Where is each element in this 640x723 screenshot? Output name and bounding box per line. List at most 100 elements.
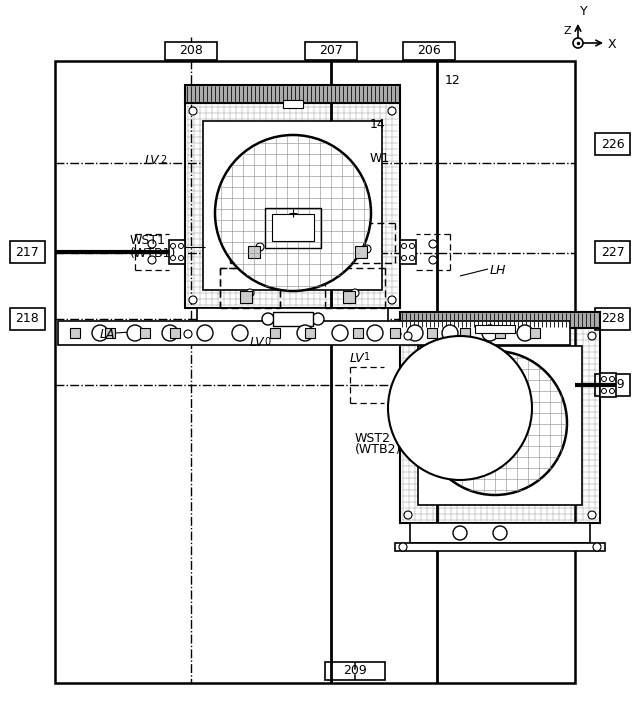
Text: LV: LV	[250, 336, 264, 349]
Circle shape	[363, 245, 371, 253]
Bar	[265, 208, 321, 248]
Circle shape	[215, 135, 371, 291]
Bar	[530, 328, 540, 338]
Circle shape	[170, 255, 175, 260]
Bar	[169, 240, 185, 264]
Text: 12: 12	[445, 74, 461, 87]
Circle shape	[189, 107, 197, 115]
Bar	[180, 330, 405, 338]
Bar	[305, 42, 357, 60]
Bar	[165, 42, 217, 60]
Text: WST2: WST2	[355, 432, 391, 445]
Circle shape	[410, 244, 415, 249]
Circle shape	[393, 330, 401, 338]
Bar	[475, 325, 515, 333]
Circle shape	[407, 325, 423, 341]
Text: 227: 227	[600, 246, 625, 259]
Bar	[185, 85, 400, 103]
Circle shape	[92, 325, 108, 341]
Bar	[272, 214, 314, 241]
Bar	[185, 103, 400, 308]
Bar	[353, 328, 363, 338]
Bar	[495, 328, 505, 338]
Circle shape	[410, 255, 415, 260]
Text: 206: 206	[417, 45, 441, 58]
Bar	[600, 373, 616, 397]
Text: LH: LH	[490, 265, 506, 278]
Bar	[283, 100, 303, 108]
Bar	[427, 328, 437, 338]
Circle shape	[609, 377, 614, 382]
Circle shape	[404, 332, 412, 340]
Circle shape	[388, 107, 396, 115]
Bar	[10, 308, 45, 330]
Circle shape	[388, 296, 396, 304]
Text: Z: Z	[563, 26, 571, 36]
Text: 2: 2	[160, 155, 166, 165]
Bar	[418, 346, 582, 505]
Bar	[325, 662, 385, 680]
Circle shape	[517, 325, 533, 341]
Bar	[395, 543, 605, 551]
Bar	[140, 328, 150, 338]
Circle shape	[399, 543, 407, 551]
Bar	[240, 291, 252, 303]
Circle shape	[482, 325, 498, 341]
Bar	[273, 312, 313, 326]
Bar	[58, 321, 570, 345]
Circle shape	[401, 255, 406, 260]
Circle shape	[184, 330, 192, 338]
Circle shape	[609, 388, 614, 393]
Circle shape	[246, 289, 254, 297]
Bar	[203, 121, 382, 290]
Text: (WTB1): (WTB1)	[130, 247, 177, 260]
Circle shape	[312, 313, 324, 325]
Bar	[70, 328, 80, 338]
Circle shape	[602, 377, 607, 382]
Text: 218: 218	[15, 312, 40, 325]
Circle shape	[232, 325, 248, 341]
Text: 14: 14	[370, 119, 386, 132]
Circle shape	[256, 243, 264, 251]
Circle shape	[197, 325, 213, 341]
Text: (WTB2): (WTB2)	[355, 443, 401, 456]
Text: 228: 228	[600, 312, 625, 325]
Circle shape	[573, 38, 583, 48]
Circle shape	[401, 244, 406, 249]
Bar	[197, 308, 388, 330]
Bar	[305, 328, 315, 338]
Bar	[55, 61, 575, 683]
Text: WST1: WST1	[130, 234, 166, 247]
Circle shape	[404, 511, 412, 519]
Bar	[400, 328, 600, 523]
Circle shape	[367, 325, 383, 341]
Text: 226: 226	[601, 137, 624, 150]
Circle shape	[351, 289, 359, 297]
Text: 208: 208	[179, 45, 203, 58]
Text: Y: Y	[580, 5, 588, 18]
Bar	[403, 42, 455, 60]
Circle shape	[493, 526, 507, 540]
Bar	[595, 374, 630, 396]
Bar	[170, 328, 180, 338]
Bar	[270, 328, 280, 338]
Circle shape	[189, 296, 197, 304]
Circle shape	[588, 332, 596, 340]
Circle shape	[602, 388, 607, 393]
Bar	[248, 246, 260, 258]
Text: 217: 217	[15, 246, 40, 259]
Bar	[355, 246, 367, 258]
Bar	[595, 241, 630, 263]
Circle shape	[179, 255, 184, 260]
Bar	[400, 240, 416, 264]
Circle shape	[262, 313, 274, 325]
Circle shape	[423, 351, 567, 495]
Bar	[595, 133, 630, 155]
Bar	[105, 328, 115, 338]
Text: 1: 1	[364, 352, 370, 362]
Bar	[410, 523, 590, 543]
Circle shape	[179, 244, 184, 249]
Text: LV: LV	[350, 351, 365, 364]
Text: LV: LV	[145, 155, 159, 168]
Text: 0: 0	[264, 337, 270, 347]
